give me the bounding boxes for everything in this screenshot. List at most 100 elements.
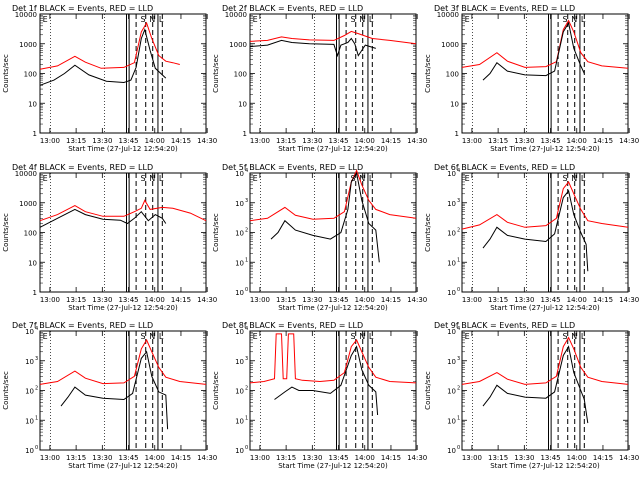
interval-letter: L bbox=[159, 15, 164, 24]
lld-series-line bbox=[249, 30, 417, 45]
x-tick-label: 14:00 bbox=[567, 454, 587, 462]
x-tick-label: 13:30 bbox=[302, 454, 322, 462]
y-tick-label: 10 bbox=[450, 100, 459, 108]
x-tick-label: 13:00 bbox=[250, 296, 270, 304]
y-tick-exponent: 4 bbox=[35, 326, 38, 332]
x-tick-label: 13:00 bbox=[462, 296, 482, 304]
lld-series-line bbox=[249, 169, 417, 222]
plot-frame bbox=[39, 172, 207, 293]
x-tick-label: 13:30 bbox=[302, 137, 322, 145]
interval-letter: E bbox=[253, 15, 258, 24]
x-tick-label: 13:15 bbox=[66, 454, 86, 462]
x-tick-label: 13:15 bbox=[66, 137, 86, 145]
detector-panel: Det 2f BLACK = Events, RED = LLD 1 10 100 10… bbox=[212, 4, 427, 153]
x-tick-label: 14:15 bbox=[381, 296, 401, 304]
x-tick-label: 14:15 bbox=[381, 454, 401, 462]
x-tick-label: 14:00 bbox=[145, 296, 165, 304]
x-tick-label: 13:00 bbox=[250, 137, 270, 145]
x-tick-label: 13:30 bbox=[514, 296, 534, 304]
y-tick-exponent: 2 bbox=[245, 386, 248, 392]
panel-title: Det 7f BLACK = Events, RED = LLD bbox=[12, 321, 153, 330]
y-axis-label: Counts/sec bbox=[424, 213, 432, 252]
y-tick-label: 10 bbox=[28, 100, 37, 108]
x-tick-label: 14:15 bbox=[593, 296, 613, 304]
x-axis-label: Start Time (27-Jul-12 12:54:20) bbox=[490, 145, 600, 153]
x-tick-label: 14:15 bbox=[593, 137, 613, 145]
panel-title: Det 9f BLACK = Events, RED = LLD bbox=[434, 321, 575, 330]
plot-frame bbox=[461, 172, 629, 293]
interval-letter: E bbox=[43, 15, 48, 24]
interval-letter: E bbox=[465, 15, 470, 24]
interval-letter: N bbox=[149, 15, 155, 24]
y-tick-exponent: 2 bbox=[245, 228, 248, 234]
x-tick-label: 14:15 bbox=[171, 454, 191, 462]
x-tick-label: 14:00 bbox=[355, 454, 375, 462]
interval-letter: L bbox=[369, 332, 374, 341]
panel-title: Det 3f BLACK = Events, RED = LLD bbox=[434, 4, 575, 13]
x-tick-label: 14:30 bbox=[197, 296, 217, 304]
y-tick-label: 1 bbox=[33, 289, 37, 297]
x-axis-label: Start Time (27-Jul-12 12:54:20) bbox=[490, 304, 600, 312]
lld-series-line bbox=[461, 336, 629, 385]
interval-letter: E bbox=[253, 174, 258, 183]
lld-series-line bbox=[461, 19, 629, 69]
y-tick-exponent: 3 bbox=[457, 356, 460, 362]
x-tick-label: 14:00 bbox=[145, 137, 165, 145]
interval-letter: E bbox=[43, 174, 48, 183]
y-tick-label: 1 bbox=[243, 130, 247, 138]
interval-letter: L bbox=[159, 174, 164, 183]
x-tick-label: 14:30 bbox=[407, 454, 427, 462]
x-tick-label: 13:45 bbox=[328, 296, 348, 304]
y-tick-exponent: 1 bbox=[35, 415, 38, 421]
panel-title: Det 5f BLACK = Events, RED = LLD bbox=[222, 163, 363, 172]
interval-letter: S bbox=[140, 332, 145, 341]
y-tick-label: 10 bbox=[235, 230, 244, 238]
x-tick-label: 14:30 bbox=[197, 454, 217, 462]
x-tick-label: 14:00 bbox=[355, 137, 375, 145]
y-tick-label: 10 bbox=[447, 358, 456, 366]
y-tick-label: 10 bbox=[235, 328, 244, 336]
panel-title: Det 8f BLACK = Events, RED = LLD bbox=[222, 321, 363, 330]
x-tick-label: 13:45 bbox=[540, 454, 560, 462]
y-tick-label: 1000 bbox=[19, 200, 37, 208]
x-tick-label: 14:00 bbox=[567, 137, 587, 145]
x-tick-label: 13:00 bbox=[40, 137, 60, 145]
interval-letter: E bbox=[43, 332, 48, 341]
y-tick-label: 10 bbox=[25, 358, 34, 366]
interval-letter: S bbox=[562, 15, 567, 24]
interval-letter: L bbox=[159, 332, 164, 341]
interval-letter: N bbox=[149, 332, 155, 341]
x-tick-label: 13:15 bbox=[276, 137, 296, 145]
y-tick-label: 10 bbox=[235, 289, 244, 297]
events-series-line bbox=[274, 345, 379, 416]
interval-letter: E bbox=[465, 332, 470, 341]
y-tick-label: 1000 bbox=[441, 41, 459, 49]
y-tick-exponent: 3 bbox=[245, 198, 248, 204]
y-tick-label: 10000 bbox=[225, 11, 247, 19]
x-tick-label: 14:30 bbox=[407, 137, 427, 145]
y-tick-label: 10 bbox=[25, 447, 34, 455]
x-tick-label: 13:30 bbox=[92, 137, 112, 145]
y-tick-exponent: 3 bbox=[457, 198, 460, 204]
x-tick-label: 13:30 bbox=[514, 454, 534, 462]
y-tick-label: 10 bbox=[235, 417, 244, 425]
y-axis-label: Counts/sec bbox=[424, 371, 432, 410]
lld-series-line bbox=[39, 21, 180, 70]
x-tick-label: 14:30 bbox=[619, 137, 639, 145]
interval-letter: S bbox=[562, 332, 567, 341]
events-series-line bbox=[482, 345, 589, 424]
y-tick-exponent: 0 bbox=[245, 287, 248, 293]
x-tick-label: 14:00 bbox=[567, 296, 587, 304]
detector-panel: Det 3f BLACK = Events, RED = LLD 1 10 100 10… bbox=[424, 4, 639, 153]
x-tick-label: 13:45 bbox=[328, 137, 348, 145]
interval-letter: N bbox=[149, 174, 155, 183]
events-series-line bbox=[482, 21, 585, 81]
x-tick-label: 13:45 bbox=[540, 137, 560, 145]
x-tick-label: 13:15 bbox=[488, 296, 508, 304]
y-tick-exponent: 1 bbox=[457, 257, 460, 263]
y-tick-label: 10 bbox=[235, 358, 244, 366]
y-tick-label: 10 bbox=[447, 417, 456, 425]
